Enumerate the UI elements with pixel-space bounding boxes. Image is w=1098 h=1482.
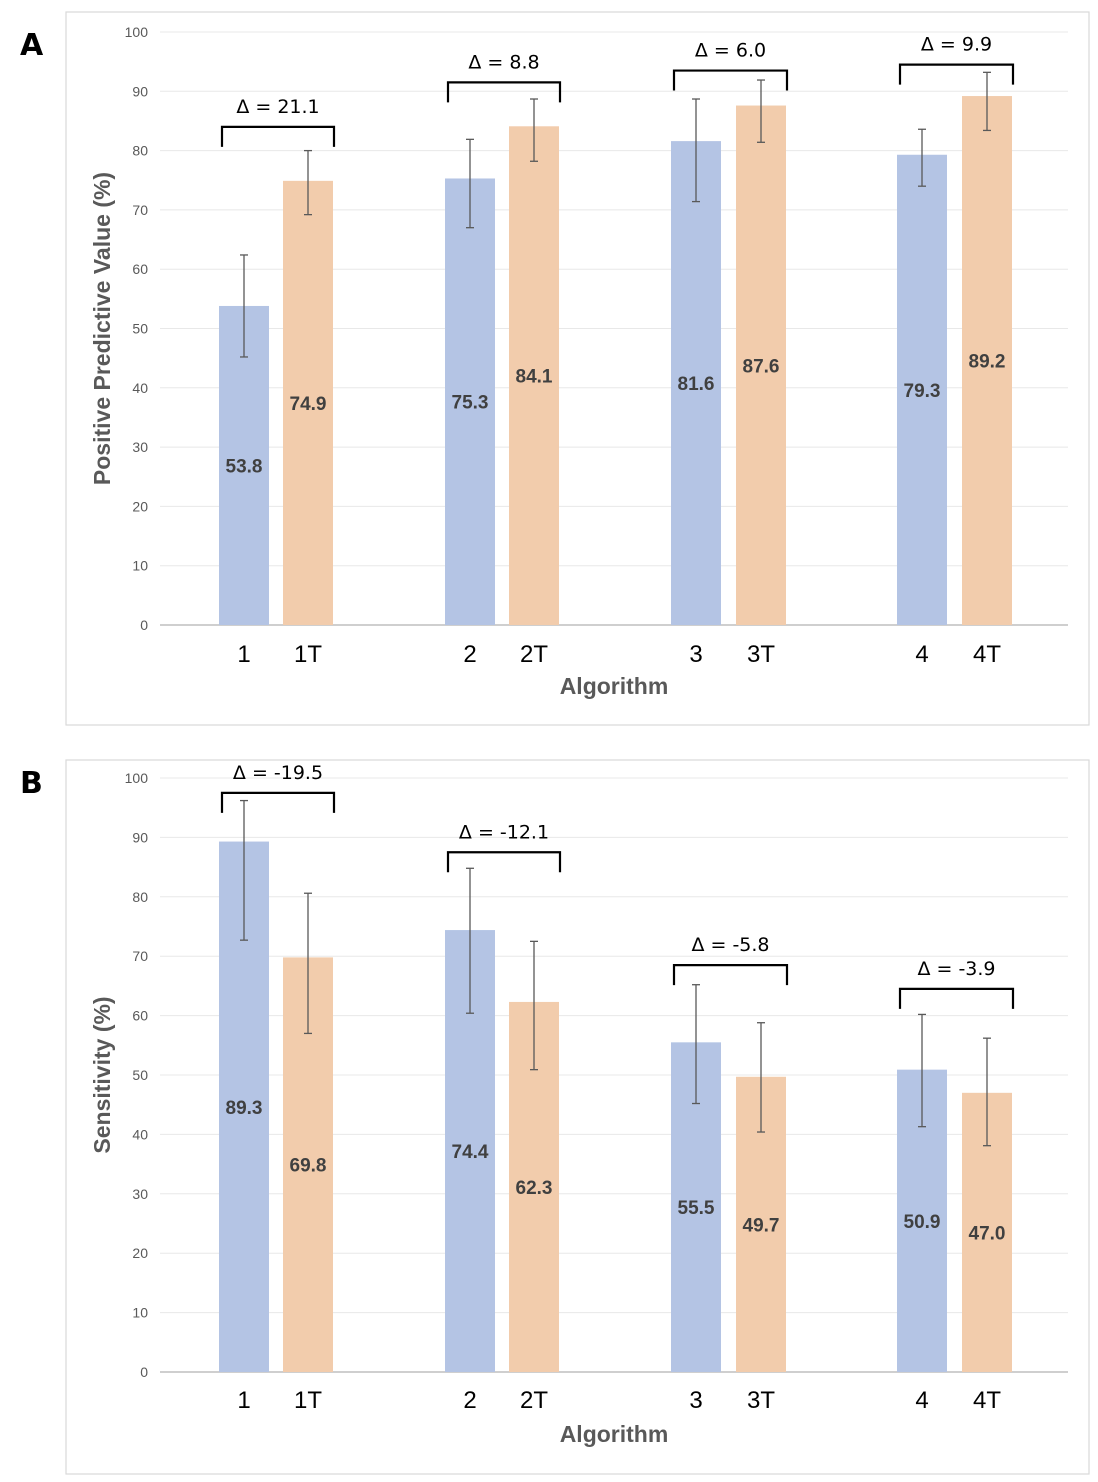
delta-label: Δ = 8.8 <box>468 51 539 73</box>
bar <box>736 105 786 626</box>
x-tick-label: 1T <box>294 641 322 668</box>
bar <box>445 178 495 625</box>
delta-label: Δ = 9.9 <box>921 34 992 56</box>
y-tick-label: 10 <box>132 1305 148 1321</box>
y-axis-title: Positive Predictive Value (%) <box>89 172 115 485</box>
panel-letter-b: B <box>20 766 43 801</box>
y-tick-label: 50 <box>132 1067 148 1083</box>
data-label: 75.3 <box>452 393 489 414</box>
delta-label: Δ = -12.1 <box>459 821 549 843</box>
bar <box>219 305 269 625</box>
y-tick-label: 40 <box>132 380 148 396</box>
x-tick-label: 3T <box>747 641 775 668</box>
x-tick-label: 2 <box>463 641 476 668</box>
y-tick-label: 30 <box>132 439 148 455</box>
data-label: 47.0 <box>969 1223 1006 1244</box>
y-tick-label: 40 <box>132 1126 148 1142</box>
y-tick-label: 60 <box>132 1008 148 1024</box>
y-axis-title: Sensitivity (%) <box>89 996 115 1153</box>
delta-bracket <box>220 125 336 147</box>
x-tick-label: 3T <box>747 1387 775 1414</box>
y-tick-label: 70 <box>132 948 148 964</box>
data-label: 50.9 <box>904 1212 941 1233</box>
y-tick-label: 0 <box>140 617 148 633</box>
y-tick-label: 100 <box>125 24 149 40</box>
delta-bracket <box>898 63 1015 85</box>
bar <box>671 141 721 625</box>
y-tick-label: 90 <box>132 83 148 99</box>
y-tick-label: 60 <box>132 261 148 277</box>
delta-bracket <box>220 791 336 813</box>
x-tick-label: 4 <box>915 641 928 668</box>
delta-label: Δ = -5.8 <box>691 934 769 956</box>
data-label: 55.5 <box>678 1198 715 1219</box>
delta-bracket <box>446 851 562 873</box>
x-axis-title: Algorithm <box>560 1421 669 1447</box>
chart-panel-a: 0 10 20 30 40 50 60 70 80 90 100 53.8 1 74.9 1T 75.3 2 84… <box>65 11 1090 726</box>
delta-bracket <box>672 69 789 91</box>
x-tick-label: 4T <box>973 641 1001 668</box>
data-label: 89.3 <box>226 1098 263 1119</box>
data-label: 74.9 <box>290 394 327 415</box>
panel-letter-a: A <box>20 28 44 63</box>
data-label: 79.3 <box>904 381 941 402</box>
delta-label: Δ = 21.1 <box>236 96 319 118</box>
bar <box>962 96 1012 625</box>
data-label: 84.1 <box>516 367 553 388</box>
y-tick-label: 80 <box>132 889 148 905</box>
delta-label: Δ = -19.5 <box>233 762 323 784</box>
x-tick-label: 3 <box>689 1387 702 1414</box>
y-tick-label: 100 <box>125 770 149 786</box>
bar <box>509 126 559 626</box>
x-tick-label: 4T <box>973 1387 1001 1414</box>
data-label: 87.6 <box>743 356 780 377</box>
x-tick-label: 2T <box>520 1387 548 1414</box>
data-label: 62.3 <box>516 1178 553 1199</box>
data-label: 69.8 <box>290 1156 327 1177</box>
x-axis-title: Algorithm <box>560 673 669 699</box>
y-tick-label: 20 <box>132 498 148 514</box>
data-label: 74.4 <box>452 1142 489 1163</box>
data-label: 49.7 <box>743 1215 780 1236</box>
x-tick-label: 2T <box>520 641 548 668</box>
y-tick-label: 70 <box>132 202 148 218</box>
y-tick-label: 90 <box>132 829 148 845</box>
bar <box>283 180 333 625</box>
y-tick-label: 80 <box>132 143 148 159</box>
data-label: 53.8 <box>226 456 263 477</box>
x-tick-label: 1T <box>294 1387 322 1414</box>
x-tick-label: 1 <box>237 641 250 668</box>
x-tick-label: 1 <box>237 1387 250 1414</box>
y-tick-label: 50 <box>132 321 148 337</box>
bar <box>897 154 947 625</box>
x-tick-label: 4 <box>915 1387 928 1414</box>
y-tick-label: 30 <box>132 1186 148 1202</box>
data-label: 89.2 <box>969 352 1006 373</box>
delta-label: Δ = -3.9 <box>917 958 995 980</box>
y-tick-label: 10 <box>132 558 148 574</box>
data-label: 81.6 <box>678 374 715 395</box>
chart-panel-b: 0 10 20 30 40 50 60 70 80 90 100 89.3 1 69.8 1T 74.4 2 62… <box>65 759 1090 1475</box>
delta-bracket <box>672 964 789 986</box>
x-tick-label: 3 <box>689 641 702 668</box>
delta-bracket <box>898 987 1015 1009</box>
x-tick-label: 2 <box>463 1387 476 1414</box>
y-tick-label: 0 <box>140 1364 148 1380</box>
delta-label: Δ = 6.0 <box>695 40 766 62</box>
y-tick-label: 20 <box>132 1245 148 1261</box>
delta-bracket <box>446 81 562 103</box>
